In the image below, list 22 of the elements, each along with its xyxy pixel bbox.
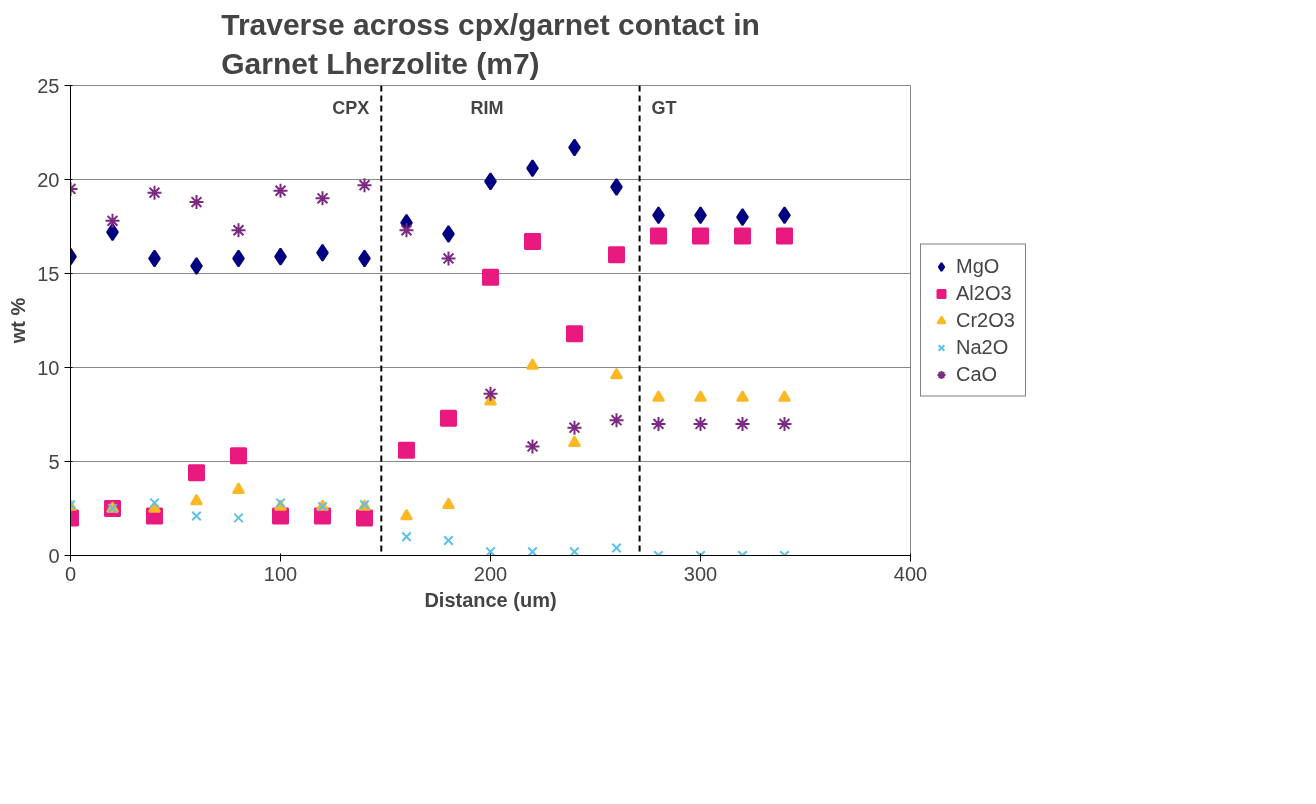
legend-label: Cr2O3 xyxy=(956,308,1015,332)
x-tick-label: 400 xyxy=(893,562,928,585)
y-axis-title: wt % xyxy=(7,297,30,345)
y-tick-label: 15 xyxy=(37,262,60,285)
x-tick-label: 200 xyxy=(473,562,508,585)
chart-title: Traverse across cpx/garnet contact in Garnet Lherzolite (m7) xyxy=(221,7,760,81)
x-axis-title: Distance (um) xyxy=(424,588,557,611)
annotation: RIM xyxy=(470,97,504,118)
y-tick-label: 25 xyxy=(37,74,60,97)
x-tick-label: 0 xyxy=(64,562,77,585)
legend-label: Al2O3 xyxy=(956,281,1012,305)
annotation: GT xyxy=(651,97,677,118)
y-tick-label: 5 xyxy=(48,450,60,473)
legend-label: MgO xyxy=(956,254,1000,278)
annotation: CPX xyxy=(332,97,370,118)
legend-label: CaO xyxy=(956,362,998,386)
y-tick-label: 10 xyxy=(37,356,60,379)
y-tick-label: 0 xyxy=(48,544,60,567)
x-tick-label: 300 xyxy=(683,562,718,585)
x-tick-label: 100 xyxy=(263,562,298,585)
y-tick-label: 20 xyxy=(37,168,60,191)
legend-label: Na2O xyxy=(956,335,1009,359)
